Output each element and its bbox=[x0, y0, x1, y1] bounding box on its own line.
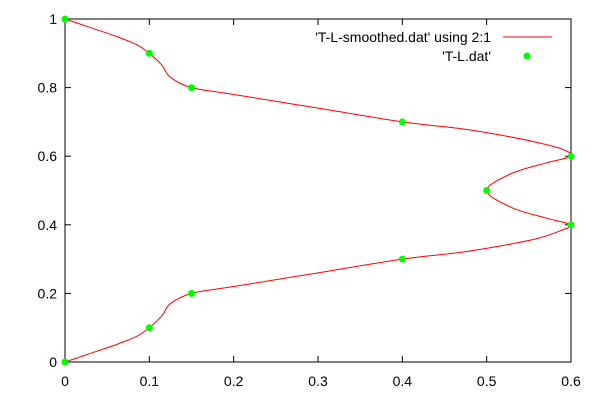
x-tick-label: 0.6 bbox=[561, 373, 581, 389]
y-tick-label: 0.2 bbox=[38, 285, 58, 301]
data-point bbox=[398, 118, 406, 126]
y-tick-label: 1 bbox=[49, 11, 57, 27]
data-point bbox=[61, 15, 69, 23]
legend-label-1: 'T-L-smoothed.dat' using 2:1 bbox=[315, 29, 491, 45]
data-point bbox=[567, 152, 575, 160]
x-tick-label: 0 bbox=[61, 373, 69, 389]
y-tick-label: 0.4 bbox=[38, 217, 58, 233]
y-tick-label: 0 bbox=[49, 354, 57, 370]
legend: 'T-L-smoothed.dat' using 2:1 'T-L.dat' bbox=[315, 29, 552, 64]
y-tick-label: 0.8 bbox=[38, 80, 58, 96]
data-point bbox=[188, 289, 195, 297]
x-tick-label: 0.2 bbox=[224, 373, 244, 389]
data-point bbox=[188, 84, 195, 92]
series-layer bbox=[61, 15, 575, 366]
data-point bbox=[145, 49, 153, 57]
plot-frame bbox=[64, 18, 572, 363]
data-point bbox=[567, 221, 575, 229]
data-point bbox=[145, 324, 153, 332]
x-tick-label: 0.4 bbox=[393, 373, 413, 389]
x-tick-label: 0.1 bbox=[140, 373, 160, 389]
data-point bbox=[398, 255, 406, 263]
y-tick-label: 0.6 bbox=[38, 148, 58, 164]
ticks-layer: 0 0.1 0.2 0.3 0.4 0.5 0.6 0 0.2 0.4 0.6 0.8 1 bbox=[38, 11, 581, 389]
x-tick-label: 0.3 bbox=[308, 373, 328, 389]
data-point bbox=[483, 187, 491, 194]
x-tick-label: 0.5 bbox=[477, 373, 497, 389]
data-point bbox=[61, 358, 69, 366]
legend-point-swatch bbox=[523, 52, 531, 60]
plot-frame-group bbox=[64, 18, 572, 363]
smoothed-series-line bbox=[64, 18, 573, 363]
legend-label-2: 'T-L.dat' bbox=[442, 48, 491, 64]
